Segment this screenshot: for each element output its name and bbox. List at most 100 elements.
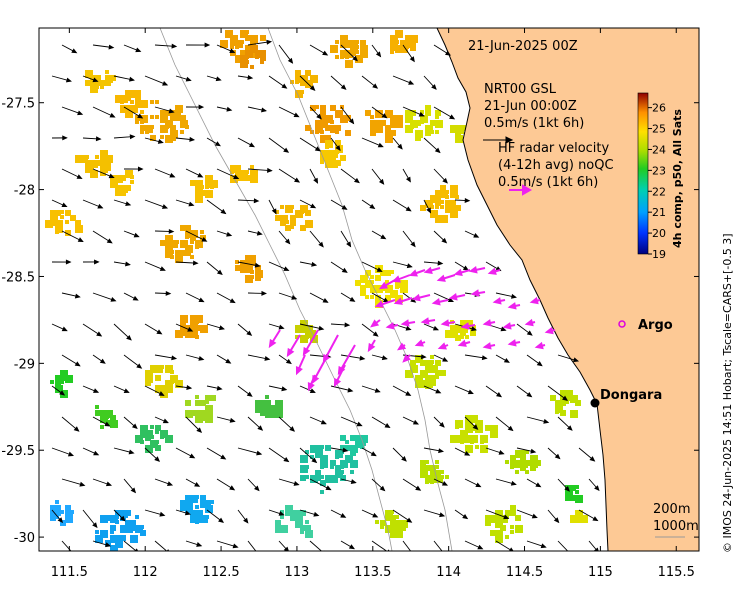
sst-pixel: [100, 160, 108, 168]
sst-pixel: [150, 135, 154, 139]
model-vector: [309, 292, 329, 303]
sst-pixel: [105, 75, 113, 83]
sst-pixel: [250, 275, 254, 279]
model-vector: [92, 354, 106, 364]
model-vector: [361, 75, 379, 89]
sst-pixel: [335, 465, 341, 471]
model-vector: [154, 228, 175, 234]
sst-pixel: [395, 120, 403, 128]
hf-legend-line3: 0.5m/s (1kt 6h): [498, 175, 598, 190]
sst-pixel: [280, 515, 284, 519]
model-vector: [175, 260, 199, 266]
sst-pixel: [570, 395, 578, 403]
sst-pixel: [495, 515, 503, 523]
model-vector: [206, 447, 227, 460]
sst-pixel: [320, 490, 324, 494]
x-tick-label: 111.5: [51, 565, 88, 580]
sst-pixel: [235, 265, 241, 271]
sst-pixel: [320, 150, 328, 158]
model-vector: [175, 323, 194, 332]
model-vector: [144, 447, 161, 462]
model-vector: [61, 292, 81, 299]
sst-pixel: [80, 155, 88, 163]
sst-pixel: [455, 420, 463, 428]
sst-pixel: [140, 100, 144, 104]
sst-pixel: [95, 535, 103, 543]
model-vector: [433, 292, 455, 303]
sst-pixel: [195, 410, 203, 418]
sst-pixel: [240, 175, 246, 181]
x-axis-ticks: 111.5 112 112.5 113 113.5 114 114.5 115 115.5: [51, 28, 695, 580]
sst-pixel: [500, 525, 504, 529]
sst-pixel: [315, 125, 319, 129]
y-tick-label: -28: [14, 184, 35, 199]
model-vector: [526, 416, 550, 424]
sst-pixel: [145, 430, 153, 438]
sst-pixel: [575, 400, 581, 406]
sst-pixel: [310, 75, 314, 79]
hf-radar-vector: [408, 269, 426, 277]
model-vector: [433, 416, 445, 428]
sst-pixel: [350, 445, 358, 453]
sst-pixel: [245, 260, 251, 266]
sst-pixel: [110, 515, 116, 521]
colorbar-tick-label: 26: [652, 102, 666, 115]
sst-pixel: [110, 530, 114, 534]
sst-pixel: [140, 125, 146, 131]
sst-pixel: [340, 465, 344, 469]
sst-pixel: [120, 535, 126, 541]
sst-pixel: [380, 120, 386, 126]
model-vector: [485, 447, 505, 455]
model-vector: [247, 106, 267, 113]
sst-pixel: [110, 525, 116, 531]
sst-pixel: [95, 530, 99, 534]
model-vector: [454, 509, 469, 520]
x-tick-label: 113.5: [354, 565, 391, 580]
sst-pixel: [175, 105, 183, 113]
sst-pixel: [255, 275, 261, 281]
sst-pixel: [345, 440, 349, 444]
sst-pixel: [190, 240, 194, 244]
sst-pixel: [55, 225, 61, 231]
sst-pixel: [340, 445, 346, 451]
sst-pixel: [505, 510, 511, 516]
model-vector: [61, 540, 72, 551]
model-vector: [278, 540, 289, 551]
sst-pixel: [250, 65, 254, 69]
sst-pixel: [200, 500, 208, 508]
sst-pixel: [445, 475, 449, 479]
sst-pixel: [435, 195, 441, 201]
model-vector: [309, 478, 332, 491]
sst-pixel: [435, 120, 441, 126]
sst-pixel: [510, 460, 518, 468]
sst-pixel: [160, 240, 166, 246]
sst-pixel: [325, 145, 329, 149]
model-vector: [206, 323, 225, 331]
sst-pixel: [205, 405, 213, 413]
sst-pixel: [320, 455, 328, 463]
model-vector: [423, 447, 445, 454]
sst-pixel: [105, 540, 111, 546]
sst-pixel: [360, 275, 368, 283]
sst-pixel: [145, 435, 149, 439]
model-vector: [206, 385, 223, 391]
model-vector: [402, 106, 425, 117]
sst-pixel: [390, 525, 396, 531]
depth-contour-1000m: [159, 28, 393, 551]
sst-pixel: [450, 185, 458, 193]
model-vector: [175, 509, 191, 516]
sst-pixel: [165, 135, 173, 143]
sst-pixel: [145, 445, 153, 453]
sst-pixel: [410, 120, 418, 128]
sst-pixel: [470, 435, 478, 443]
model-vector: [392, 261, 413, 269]
model-vector: [113, 385, 130, 393]
model-vector: [516, 447, 537, 454]
sst-pixel: [420, 380, 428, 388]
model-vector: [495, 416, 514, 432]
model-vector: [123, 478, 137, 494]
sst-pixel: [55, 375, 61, 381]
sst-pixel: [425, 105, 431, 111]
hf-radar-vector: [423, 266, 441, 275]
